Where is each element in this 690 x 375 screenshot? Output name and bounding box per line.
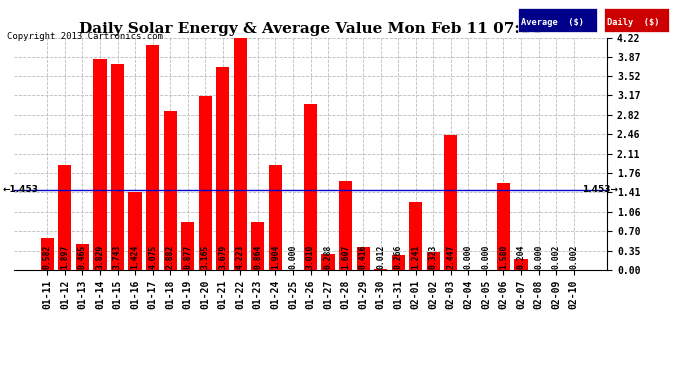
Text: 3.165: 3.165 (201, 245, 210, 270)
Text: 0.288: 0.288 (324, 245, 333, 270)
Bar (339, 182, 352, 270)
Text: 0.000: 0.000 (534, 245, 543, 270)
Text: 0.465: 0.465 (78, 245, 87, 270)
Text: 0.002: 0.002 (569, 245, 578, 270)
Text: Average  ($): Average ($) (521, 18, 584, 27)
Bar (357, 247, 370, 270)
Text: 0.000: 0.000 (464, 245, 473, 270)
Text: 1.241: 1.241 (411, 245, 420, 270)
Bar (322, 254, 335, 270)
Text: 3.829: 3.829 (95, 245, 104, 270)
Bar (199, 96, 212, 270)
Bar (409, 202, 422, 270)
Bar (181, 222, 195, 270)
Bar (269, 165, 282, 270)
Text: 0.012: 0.012 (376, 245, 385, 270)
Bar (374, 269, 387, 270)
Text: 2.882: 2.882 (166, 245, 175, 270)
Bar (251, 222, 264, 270)
Text: 0.204: 0.204 (517, 245, 526, 270)
Text: Daily  ($): Daily ($) (607, 18, 660, 27)
Text: 4.075: 4.075 (148, 245, 157, 270)
Text: 1.424: 1.424 (130, 245, 139, 270)
Bar (216, 67, 229, 270)
Text: 0.877: 0.877 (184, 245, 193, 270)
Bar (146, 45, 159, 270)
Bar (515, 259, 528, 270)
Bar (41, 238, 54, 270)
Text: 2.447: 2.447 (446, 245, 455, 270)
Text: 0.266: 0.266 (394, 245, 403, 270)
Bar (111, 64, 124, 270)
Text: 0.323: 0.323 (428, 245, 437, 270)
Text: 3.743: 3.743 (113, 245, 122, 270)
Bar (128, 192, 141, 270)
Bar (234, 38, 247, 270)
Text: 0.000: 0.000 (288, 245, 297, 270)
Bar (59, 165, 72, 270)
Bar (304, 104, 317, 270)
Bar (76, 244, 89, 270)
Title: Daily Solar Energy & Average Value Mon Feb 11 07:14: Daily Solar Energy & Average Value Mon F… (79, 22, 542, 36)
Text: 3.679: 3.679 (218, 245, 227, 270)
Text: Copyright 2013 Cartronics.com: Copyright 2013 Cartronics.com (7, 32, 163, 41)
Text: 0.864: 0.864 (253, 245, 262, 270)
Text: 3.010: 3.010 (306, 245, 315, 270)
Text: 0.582: 0.582 (43, 245, 52, 270)
Bar (426, 252, 440, 270)
Text: 1.897: 1.897 (61, 245, 70, 270)
Bar (444, 135, 457, 270)
Text: 4.223: 4.223 (236, 245, 245, 270)
Text: 0.416: 0.416 (359, 245, 368, 270)
Bar (164, 111, 177, 270)
Text: 1.580: 1.580 (499, 245, 508, 270)
Text: 0.002: 0.002 (551, 245, 560, 270)
Text: 1.607: 1.607 (341, 245, 350, 270)
Text: 1.453→: 1.453→ (582, 186, 618, 195)
Text: 0.000: 0.000 (482, 245, 491, 270)
Bar (497, 183, 510, 270)
Text: ←1.453: ←1.453 (3, 186, 39, 195)
Bar (392, 255, 405, 270)
Bar (93, 59, 106, 270)
Text: 1.904: 1.904 (271, 245, 280, 270)
